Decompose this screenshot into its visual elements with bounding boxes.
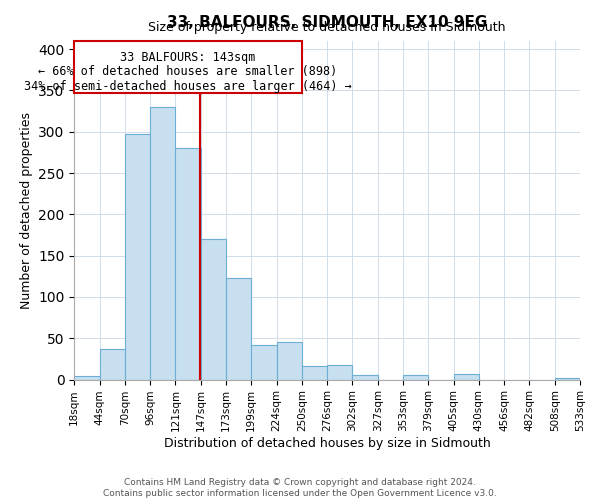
Bar xyxy=(74,376,100,380)
Bar xyxy=(327,364,352,380)
Bar xyxy=(277,342,302,380)
Text: Size of property relative to detached houses in Sidmouth: Size of property relative to detached ho… xyxy=(148,21,506,34)
Title: 33, BALFOURS, SIDMOUTH, EX10 9EG: 33, BALFOURS, SIDMOUTH, EX10 9EG xyxy=(167,15,487,30)
Bar xyxy=(150,107,175,380)
Bar xyxy=(175,148,200,380)
Bar xyxy=(200,239,226,380)
Bar xyxy=(125,134,150,380)
Text: ← 66% of detached houses are smaller (898): ← 66% of detached houses are smaller (89… xyxy=(38,66,338,78)
Bar xyxy=(352,376,378,380)
Bar xyxy=(226,278,251,380)
Text: 33 BALFOURS: 143sqm: 33 BALFOURS: 143sqm xyxy=(121,51,256,64)
X-axis label: Distribution of detached houses by size in Sidmouth: Distribution of detached houses by size … xyxy=(164,437,491,450)
FancyBboxPatch shape xyxy=(74,41,302,93)
Bar xyxy=(251,345,277,380)
Bar xyxy=(454,374,479,380)
Bar xyxy=(403,374,428,380)
Y-axis label: Number of detached properties: Number of detached properties xyxy=(20,112,32,308)
Bar xyxy=(302,366,327,380)
Bar xyxy=(555,378,580,380)
Bar xyxy=(100,349,125,380)
Text: Contains HM Land Registry data © Crown copyright and database right 2024.
Contai: Contains HM Land Registry data © Crown c… xyxy=(103,478,497,498)
Text: 34% of semi-detached houses are larger (464) →: 34% of semi-detached houses are larger (… xyxy=(24,80,352,93)
